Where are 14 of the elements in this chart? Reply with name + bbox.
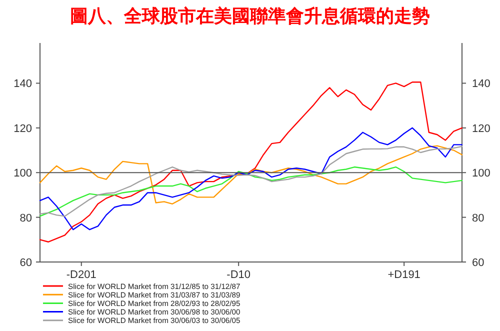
- x-tick-label: +D191: [388, 269, 420, 281]
- y2-tick-label: 140: [472, 78, 490, 90]
- x-tick-label: -D10: [226, 269, 251, 281]
- chart-title: 圖八、全球股市在美國聯準會升息循環的走勢: [70, 6, 430, 26]
- x-tick-label: -D201: [66, 269, 96, 281]
- y-tick-label: 60: [20, 257, 32, 269]
- y2-tick-label: 120: [472, 122, 490, 135]
- y-tick-label: 120: [14, 122, 32, 135]
- y2-tick-label: 80: [472, 212, 484, 224]
- y-tick-label: 100: [14, 168, 32, 180]
- y-tick-label: 80: [20, 212, 32, 224]
- y-tick-label: 140: [14, 78, 32, 90]
- y2-tick-label: 100: [472, 168, 490, 180]
- y2-tick-label: 60: [472, 257, 484, 269]
